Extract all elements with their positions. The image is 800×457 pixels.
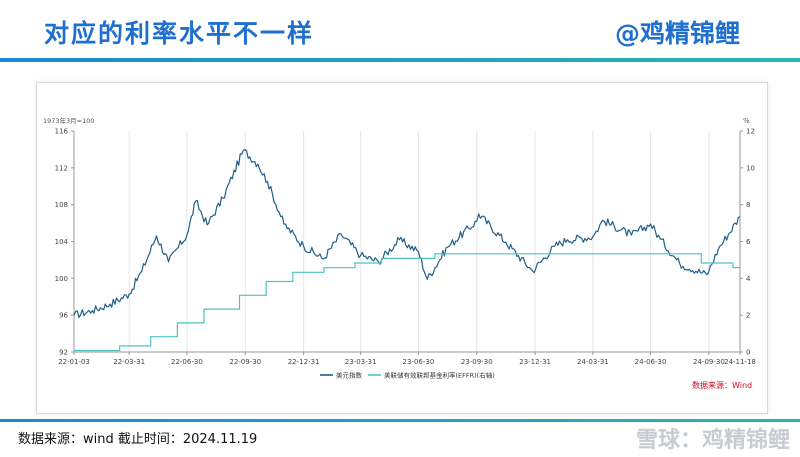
x-tick-label: 23-09-30: [461, 358, 493, 366]
x-tick-label: 22-03-31: [113, 358, 145, 366]
right-axis-unit: %: [743, 117, 750, 125]
y-right-tick-label: 10: [746, 164, 755, 172]
x-tick-label: 24-11-18: [724, 358, 756, 366]
x-tick-label: 24-09-30: [693, 358, 725, 366]
y-left-tick-label: 100: [55, 275, 68, 283]
y-left-tick-label: 108: [55, 201, 68, 209]
series-lines: [73, 148, 741, 352]
chart-source-label: 数据来源：Wind: [692, 380, 752, 390]
axes: 1973年3月=100 %: [43, 116, 750, 353]
y-left-tick-label: 112: [55, 164, 68, 172]
y-right-tick-label: 2: [746, 312, 750, 320]
series-line-dollar-index: [73, 148, 741, 319]
x-tick-label: 23-03-31: [345, 358, 377, 366]
source-note: 数据来源：wind 截止时间：2024.11.19: [18, 432, 258, 447]
page-title: 对应的利率水平不一样: [44, 19, 315, 48]
x-tick-label: 22-12-31: [288, 358, 320, 366]
x-tick-label: 22-01-03: [58, 358, 90, 366]
legend-label-rate: 美联储有效联邦基金利率(EFFR)(右轴): [384, 371, 495, 380]
x-tick-label: 22-06-30: [171, 358, 203, 366]
y-right-tick-label: 8: [746, 201, 750, 209]
y-right-tick-label: 12: [746, 128, 755, 136]
series-line-effr: [74, 253, 740, 352]
y-left-tick-label: 92: [59, 349, 68, 357]
y-right-tick-label: 0: [746, 349, 750, 357]
x-tick-label: 24-03-31: [577, 358, 609, 366]
x-tick-label: 23-12-31: [519, 358, 551, 366]
y-right-tick-label: 6: [746, 238, 751, 246]
watermark: 雪球：鸡精锦鲤: [635, 428, 790, 453]
legend: 美元指数 美联储有效联邦基金利率(EFFR)(右轴): [320, 371, 495, 380]
tick-labels: 22-01-03 22-03-31 22-06-30 22-09-30 22-12-31…: [55, 128, 756, 367]
brand-handle: @鸡精锦鲤: [614, 19, 740, 48]
y-left-tick-label: 96: [59, 312, 68, 320]
x-tick-label: 24-06-30: [635, 358, 667, 366]
y-right-tick-label: 4: [746, 275, 751, 283]
vertical-gridlines: [128, 131, 710, 352]
chart-frame: 1973年3月=100 % 22-01-03 22-03-31 22-06-30 22…: [36, 82, 768, 414]
legend-label-index: 美元指数: [336, 371, 363, 380]
x-tick-label: 23-06-30: [403, 358, 435, 366]
line-chart: 1973年3月=100 % 22-01-03 22-03-31 22-06-30 22…: [43, 116, 756, 390]
y-left-tick-label: 116: [55, 128, 69, 136]
left-axis-unit: 1973年3月=100: [43, 116, 95, 125]
x-tick-label: 22-09-30: [229, 358, 261, 366]
header-divider: [0, 58, 800, 62]
bottom-divider: [0, 419, 800, 422]
y-left-tick-label: 104: [55, 238, 69, 246]
